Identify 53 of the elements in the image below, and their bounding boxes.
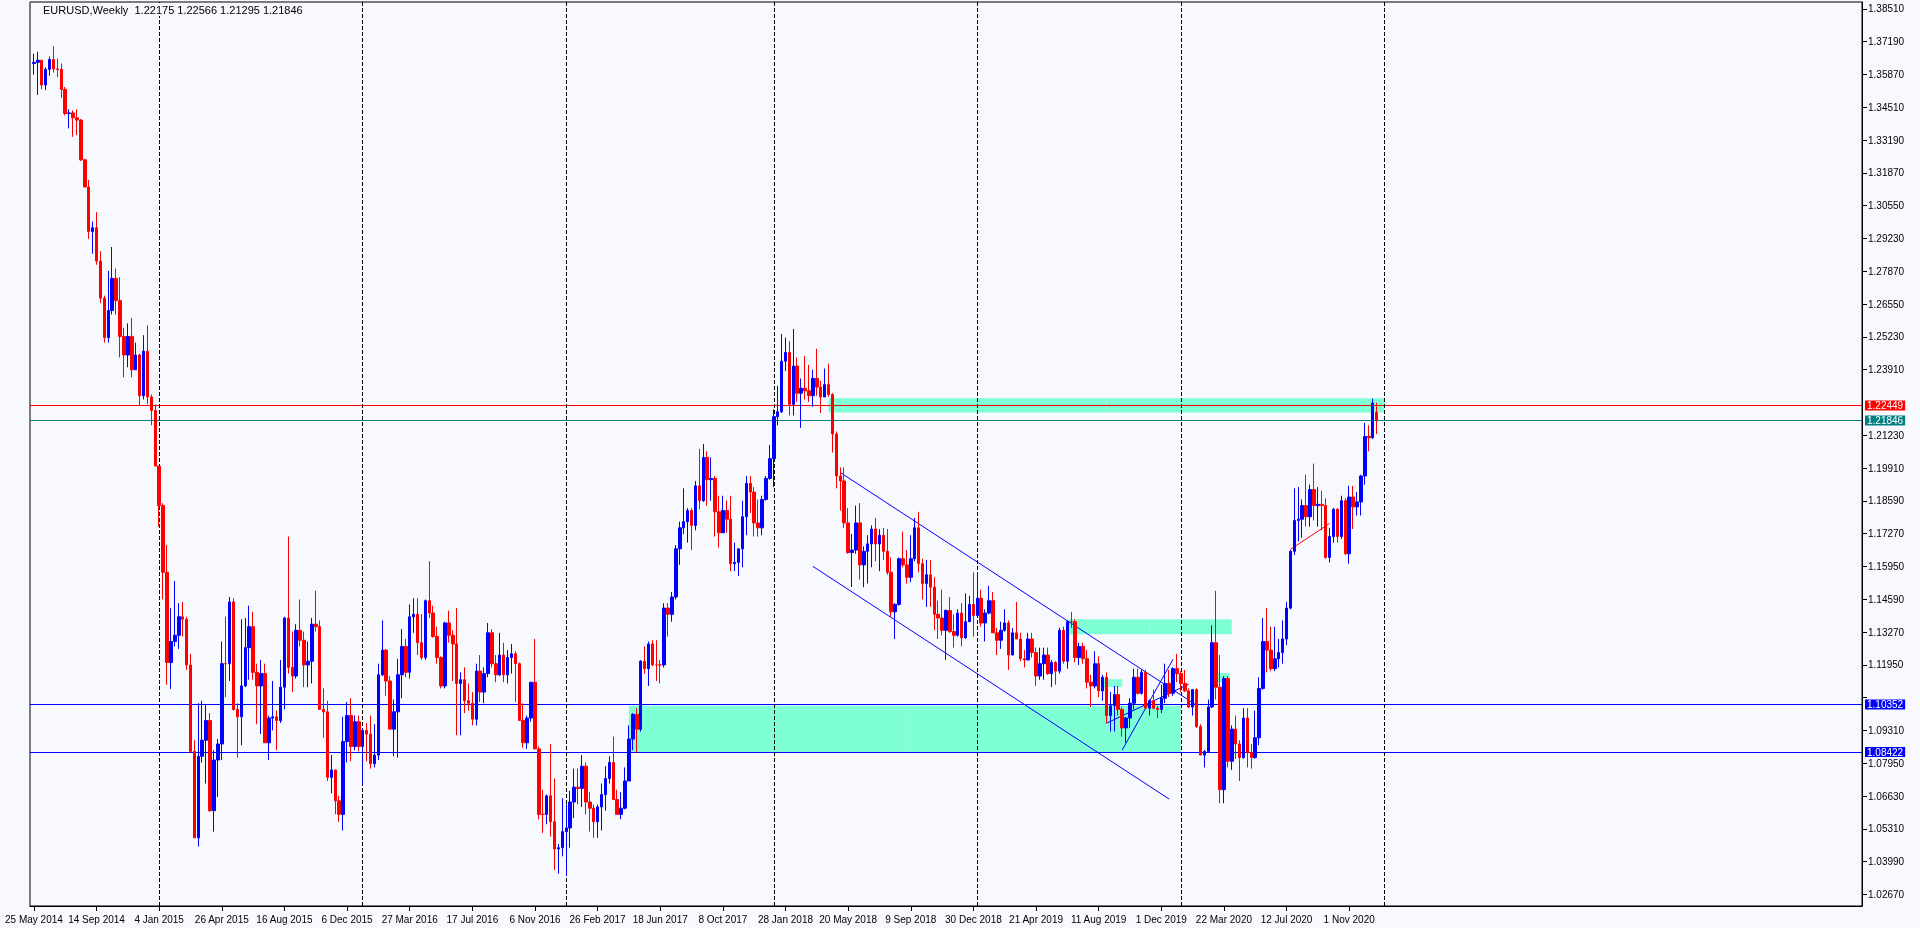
y-tick-label: 1.17270	[1868, 528, 1905, 540]
y-tick-label: 1.07950	[1868, 758, 1905, 770]
x-tick-label: 25 May 2014	[5, 913, 64, 925]
x-tick-label: 30 Dec 2018	[945, 913, 1003, 925]
y-tick-label: 1.15950	[1868, 560, 1905, 572]
y-tick-label: 1.03990	[1868, 856, 1905, 868]
y-tick-label: 1.29230	[1868, 232, 1905, 244]
x-tick-label: 1 Nov 2020	[1323, 913, 1376, 925]
y-tick-label: 1.11950	[1868, 659, 1904, 671]
y-tick-label: 1.23910	[1868, 364, 1905, 376]
y-tick-label: 1.05310	[1868, 823, 1905, 835]
x-tick-label: 14 Sep 2014	[68, 913, 126, 925]
x-tick-label: 22 Mar 2020	[1195, 913, 1253, 925]
y-tick-label: 1.30550	[1868, 200, 1905, 212]
x-tick-label: 4 Jan 2015	[134, 913, 185, 925]
y-tick-label: 1.21230	[1868, 430, 1905, 442]
ref-line-label: 1.10352	[1867, 698, 1904, 710]
y-tick-label: 1.09310	[1868, 724, 1905, 736]
x-tick-label: 6 Dec 2015	[321, 913, 374, 925]
y-tick-label: 1.31870	[1868, 167, 1905, 179]
x-tick-label: 8 Oct 2017	[698, 913, 748, 925]
y-tick-label: 1.02670	[1868, 888, 1905, 900]
x-tick-label: 11 Aug 2019	[1070, 913, 1127, 925]
y-tick-label: 1.33190	[1868, 134, 1905, 146]
x-tick-label: 28 Jan 2018	[757, 913, 814, 925]
y-tick-label: 1.14590	[1868, 594, 1905, 606]
ref-line-label: 1.21846	[1867, 415, 1904, 427]
y-tick-label: 1.18590	[1868, 495, 1905, 507]
y-tick-label: 1.25230	[1868, 331, 1905, 343]
y-tick-label: 1.27870	[1868, 266, 1905, 278]
x-tick-label: 17 Jul 2016	[446, 913, 499, 925]
x-tick-label: 26 Apr 2015	[194, 913, 250, 925]
y-tick-label: 1.38510	[1868, 3, 1905, 15]
y-tick-label: 1.37190	[1868, 36, 1905, 48]
x-tick-label: 12 Jul 2020	[1260, 913, 1313, 925]
y-tick-label: 1.13270	[1868, 626, 1905, 638]
ref-line-label: 1.08422	[1867, 746, 1904, 758]
y-tick-label: 1.26550	[1868, 298, 1905, 310]
x-tick-label: 6 Nov 2016	[509, 913, 561, 925]
x-tick-label: 26 Feb 2017	[569, 913, 627, 925]
y-tick-label: 1.35870	[1868, 68, 1905, 80]
x-tick-label: 16 Aug 2015	[256, 913, 313, 925]
x-tick-label: 21 Apr 2019	[1009, 913, 1064, 925]
y-tick-label: 1.19910	[1868, 462, 1905, 474]
chart-title: EURUSD,Weekly 1.22175 1.22566 1.21295 1.21846	[43, 3, 303, 16]
x-tick-label: 18 Jun 2017	[632, 913, 689, 925]
ref-line-label: 1.22449	[1867, 400, 1904, 412]
x-tick-label: 20 May 2018	[819, 913, 878, 925]
x-tick-label: 1 Dec 2019	[1135, 913, 1188, 925]
x-tick-label: 27 Mar 2016	[381, 913, 439, 925]
y-tick-label: 1.34510	[1868, 102, 1905, 114]
y-tick-label: 1.06630	[1868, 790, 1905, 802]
x-tick-label: 9 Sep 2018	[885, 913, 937, 925]
